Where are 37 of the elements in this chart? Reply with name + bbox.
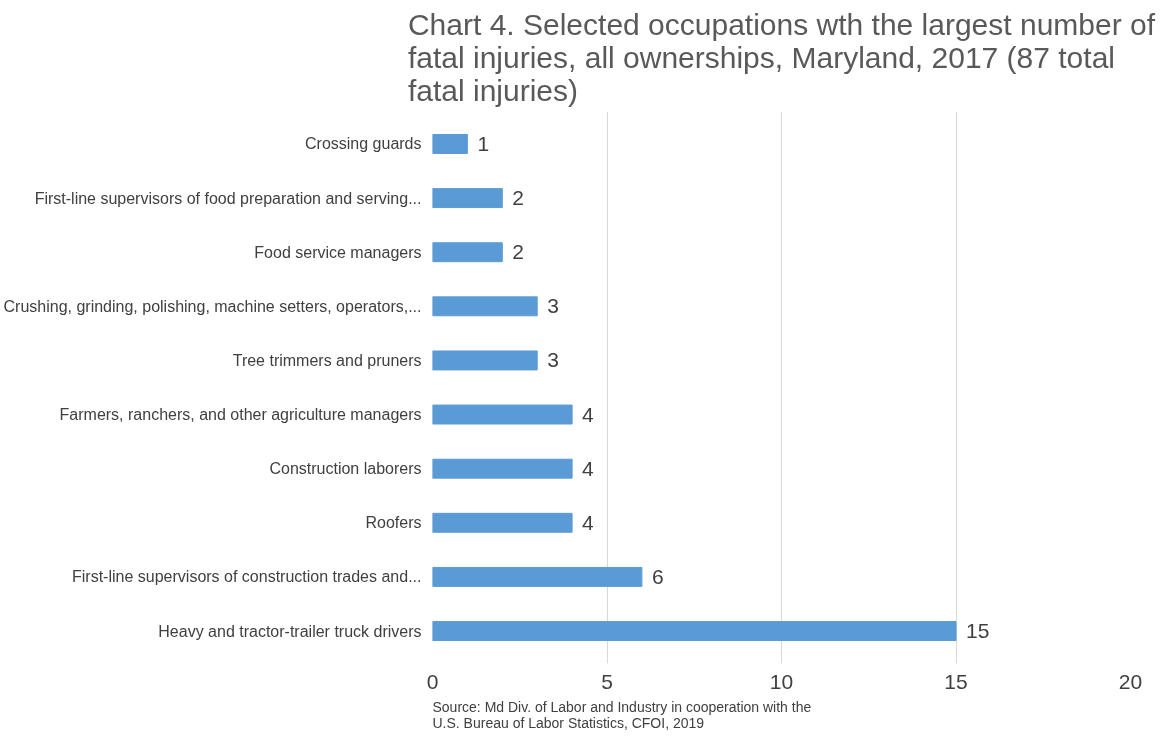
bar xyxy=(432,621,957,641)
data-label: 4 xyxy=(582,402,595,426)
y-tick-label: Heavy and tractor-trailer truck drivers xyxy=(158,622,422,640)
data-label: 4 xyxy=(582,456,595,480)
y-tick-label: Crushing, grinding, polishing, machine setters, operators,... xyxy=(3,297,422,315)
bar xyxy=(432,188,503,209)
x-tick-label: 10 xyxy=(769,669,794,693)
data-label: 3 xyxy=(547,294,559,318)
bar xyxy=(432,512,573,533)
x-tick-label: 15 xyxy=(944,669,968,693)
bar xyxy=(432,458,573,479)
data-label: 2 xyxy=(512,186,524,210)
y-tick-label: Roofers xyxy=(365,514,422,532)
data-label: 3 xyxy=(547,348,559,372)
x-tick-label: 0 xyxy=(426,669,439,693)
data-label: 6 xyxy=(651,564,664,588)
x-tick-label: 20 xyxy=(1118,669,1143,693)
x-tick-label: 5 xyxy=(601,669,613,693)
y-tick-label: Crossing guards xyxy=(305,135,422,153)
bar xyxy=(432,404,573,425)
y-tick-label: Construction laborers xyxy=(269,460,422,478)
chart-title: Chart 4. Selected occupations wth the largest number of fatal injuries, all ownerships, Maryland, 2017 (87 total fatal injuries) xyxy=(407,7,1156,107)
bar xyxy=(432,242,503,263)
y-tick-label: Farmers, ranchers, and other agriculture managers xyxy=(59,406,422,424)
source-note: Source: Md Div. of Labor and Industry in cooperation with the U.S. Bureau of Labor Statistics, CFOI, 2019 xyxy=(432,698,812,731)
data-label: 1 xyxy=(477,131,490,155)
y-tick-label: Tree trimmers and pruners xyxy=(232,351,422,369)
data-label: 2 xyxy=(512,240,524,264)
y-tick-label: First-line supervisors of construction trades and... xyxy=(72,568,422,586)
bar xyxy=(432,350,538,371)
y-tick-label: Food service managers xyxy=(254,243,422,261)
data-label: 15 xyxy=(966,619,990,643)
bar xyxy=(432,134,468,154)
data-label: 4 xyxy=(582,510,595,534)
bar xyxy=(432,296,538,317)
bar xyxy=(432,566,643,587)
y-tick-label: First-line supervisors of food preparation and serving... xyxy=(34,189,422,207)
